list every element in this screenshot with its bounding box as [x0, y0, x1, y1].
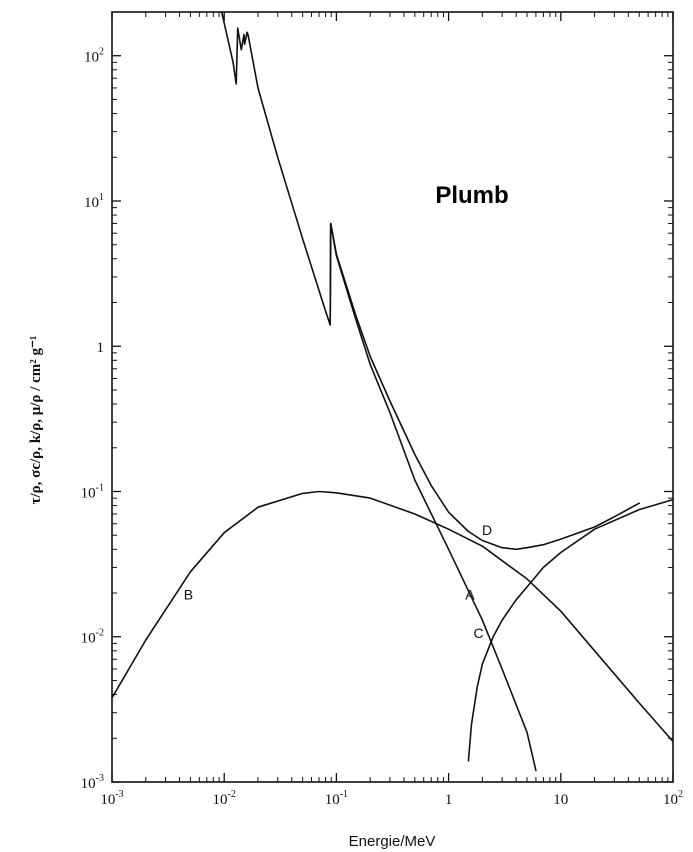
x-tick-label: 102: [663, 789, 683, 808]
series-d-line: [329, 222, 641, 551]
x-tick-label: 10-2: [213, 789, 236, 808]
y-tick-label: 101: [84, 192, 104, 211]
x-tick-label: 1: [445, 792, 453, 808]
plot-frame: [111, 11, 674, 783]
y-tick-label: 10-2: [81, 628, 104, 647]
curve-labels: A B C D: [184, 522, 492, 641]
y-tick-label: 10-3: [81, 773, 104, 792]
curve-label-c: C: [474, 625, 484, 641]
curve-label-b: B: [184, 587, 193, 603]
y-axis-ticks: 10-3 10-2 10-1 1 101 102: [81, 11, 673, 792]
y-tick-label: 1: [97, 340, 105, 356]
series-b-line: [111, 490, 674, 743]
curve-label-a: A: [465, 587, 475, 603]
chart-title: Plumb: [435, 182, 508, 209]
curve-label-d: D: [482, 522, 492, 538]
y-tick-label: 10-1: [81, 482, 104, 501]
x-tick-label: 10-1: [325, 789, 348, 808]
x-tick-label: 10-3: [100, 789, 123, 808]
series-group: [111, 11, 674, 772]
x-axis-ticks: 10-3 10-2 10-1 1 10 102: [100, 12, 683, 808]
y-axis-label: τ/ρ, σc/ρ, k/ρ, μ/ρ / cm² g⁻¹: [28, 336, 44, 505]
series-a-line: [220, 11, 537, 772]
x-tick-label: 10: [553, 792, 568, 808]
x-axis-label: Energie/MeV: [349, 833, 436, 850]
series-c-line: [467, 498, 674, 762]
y-tick-label: 102: [84, 47, 104, 66]
